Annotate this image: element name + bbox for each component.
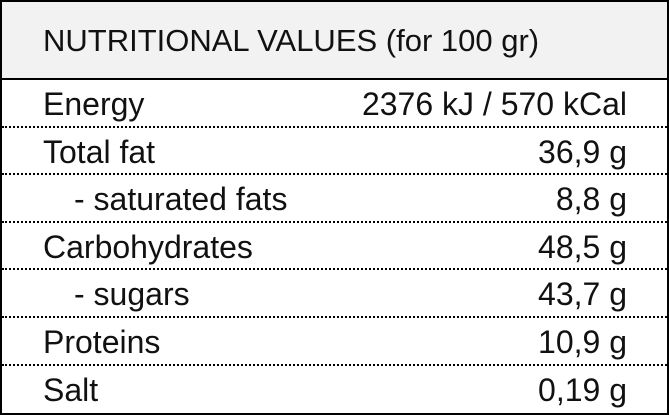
table-title: NUTRITIONAL VALUES (for 100 gr) xyxy=(2,2,667,80)
table-row: Salt 0,19 g xyxy=(2,366,667,414)
nutrient-label: Energy xyxy=(43,86,145,122)
table-row: Total fat 36,9 g xyxy=(2,128,667,176)
nutrient-value: 2376 kJ / 570 kCal xyxy=(361,86,627,122)
nutrient-label: Carbohydrates xyxy=(43,228,253,265)
nutrient-value: 10,9 g xyxy=(538,323,627,360)
nutrient-value: 0,19 g xyxy=(538,371,627,408)
table-row: - sugars 43,7 g xyxy=(2,270,667,318)
table-row: - saturated fats 8,8 g xyxy=(2,175,667,223)
nutrient-label: Proteins xyxy=(43,323,161,360)
table-row: Energy 2376 kJ / 570 kCal xyxy=(2,80,667,128)
table-row: Carbohydrates 48,5 g xyxy=(2,223,667,271)
nutrient-label: Salt xyxy=(43,371,99,408)
nutrient-value: 43,7 g xyxy=(538,276,627,313)
nutrient-value: 48,5 g xyxy=(538,228,627,265)
nutrient-value: 8,8 g xyxy=(555,181,627,218)
nutrient-label: - sugars xyxy=(74,276,190,313)
table-body: Energy 2376 kJ / 570 kCal Total fat 36,9 g -… xyxy=(2,80,667,413)
nutrient-label: - saturated fats xyxy=(74,181,288,218)
table-row: Proteins 10,9 g xyxy=(2,318,667,366)
nutrient-label: Total fat xyxy=(43,133,156,170)
nutrient-value: 36,9 g xyxy=(538,133,627,170)
